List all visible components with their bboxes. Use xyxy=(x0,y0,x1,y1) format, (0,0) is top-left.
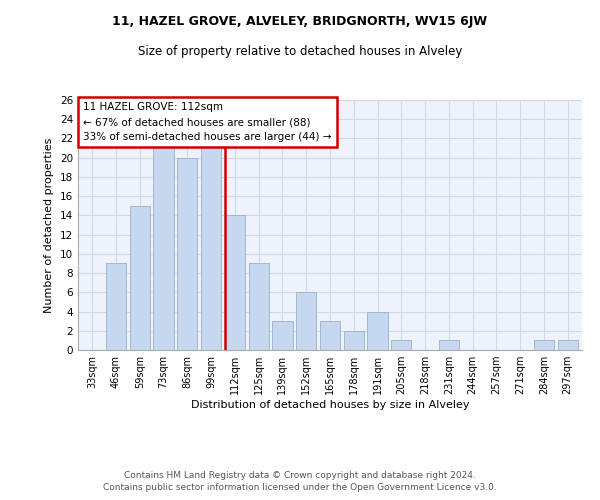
Text: 11 HAZEL GROVE: 112sqm
← 67% of detached houses are smaller (88)
33% of semi-det: 11 HAZEL GROVE: 112sqm ← 67% of detached… xyxy=(83,102,332,142)
Text: Contains HM Land Registry data © Crown copyright and database right 2024.: Contains HM Land Registry data © Crown c… xyxy=(124,471,476,480)
Text: 11, HAZEL GROVE, ALVELEY, BRIDGNORTH, WV15 6JW: 11, HAZEL GROVE, ALVELEY, BRIDGNORTH, WV… xyxy=(112,15,488,28)
Bar xyxy=(367,312,388,350)
Bar xyxy=(225,216,245,350)
Bar xyxy=(344,331,364,350)
X-axis label: Distribution of detached houses by size in Alveley: Distribution of detached houses by size … xyxy=(191,400,469,410)
Y-axis label: Number of detached properties: Number of detached properties xyxy=(44,138,55,312)
Bar xyxy=(154,138,173,350)
Bar xyxy=(296,292,316,350)
Text: Size of property relative to detached houses in Alveley: Size of property relative to detached ho… xyxy=(138,45,462,58)
Bar xyxy=(391,340,412,350)
Bar xyxy=(177,158,197,350)
Bar xyxy=(557,340,578,350)
Text: Contains public sector information licensed under the Open Government Licence v3: Contains public sector information licen… xyxy=(103,484,497,492)
Bar xyxy=(130,206,150,350)
Bar xyxy=(106,264,126,350)
Bar xyxy=(248,264,269,350)
Bar xyxy=(439,340,459,350)
Bar xyxy=(272,321,293,350)
Bar xyxy=(534,340,554,350)
Bar xyxy=(320,321,340,350)
Bar xyxy=(201,138,221,350)
